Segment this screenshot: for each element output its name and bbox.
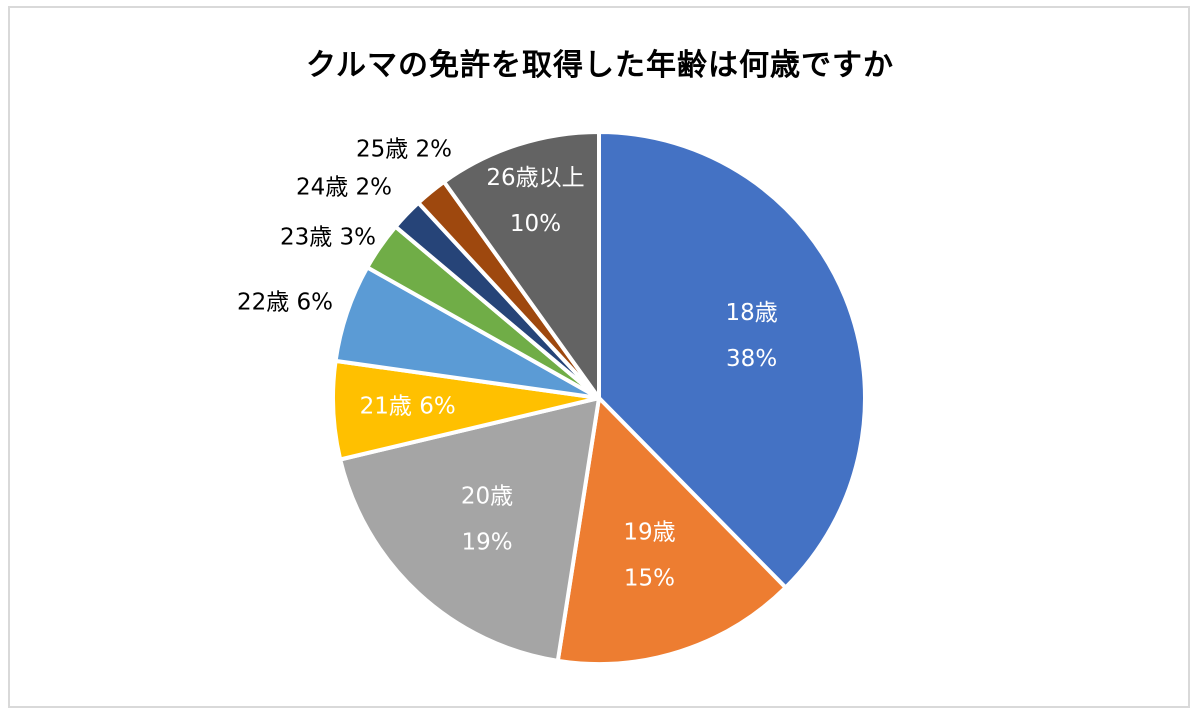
slice-data-label: 25歳 2% (356, 137, 452, 163)
slice-data-label: 20歳 (461, 484, 513, 510)
slice-data-label: 21歳 6% (360, 393, 456, 419)
slice-data-label: 23歳 3% (280, 225, 376, 251)
pie-labels: 18歳 38% 19歳 15% 20歳 19% 21歳 6% 22歳 6% 23歳 3% 24歳 … (237, 137, 778, 592)
slice-data-label: 19歳 (623, 520, 675, 546)
slice-data-label: 22歳 6% (237, 290, 333, 316)
slice-data-label: 15% (624, 566, 675, 592)
pie-slice (597, 130, 867, 590)
slice-data-label: 38% (726, 346, 777, 372)
slice-data-label: 10% (510, 211, 561, 237)
slice-data-label: 26歳以上 (486, 165, 584, 191)
slice-data-label: 24歳 2% (296, 175, 392, 201)
slice-data-label: 19% (461, 530, 512, 556)
pie-slice (441, 130, 601, 400)
pie-slice (555, 396, 788, 666)
chart-title: クルマの免許を取得した年齢は何歳ですか (305, 48, 895, 83)
pie-slice (338, 396, 601, 663)
pie-slices (331, 130, 867, 666)
slice-data-label: 18歳 (725, 300, 777, 326)
